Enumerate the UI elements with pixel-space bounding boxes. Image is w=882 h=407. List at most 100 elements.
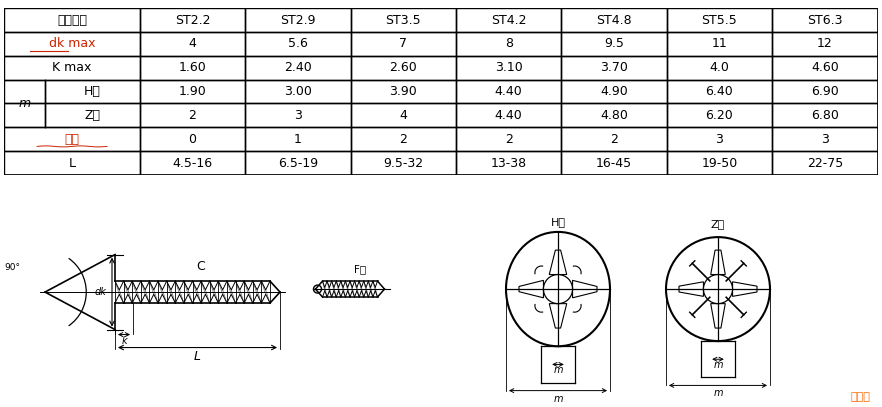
Text: m: m <box>714 388 722 398</box>
Text: 槽号: 槽号 <box>64 133 79 146</box>
Bar <box>667 127 772 151</box>
Text: 0: 0 <box>189 133 197 146</box>
Bar <box>245 80 350 103</box>
Text: ST2.2: ST2.2 <box>175 13 210 26</box>
Text: 6.40: 6.40 <box>706 85 733 98</box>
Text: 4: 4 <box>189 37 197 50</box>
Text: 6.80: 6.80 <box>811 109 839 122</box>
Bar <box>4 151 139 175</box>
Bar <box>139 151 245 175</box>
Bar <box>456 103 561 127</box>
Bar <box>350 151 456 175</box>
Text: 4.60: 4.60 <box>811 61 839 74</box>
Text: 3.10: 3.10 <box>495 61 522 74</box>
Bar <box>245 127 350 151</box>
Text: ST4.8: ST4.8 <box>596 13 632 26</box>
Text: 4.90: 4.90 <box>601 85 628 98</box>
Bar <box>350 127 456 151</box>
Text: H型: H型 <box>550 217 565 227</box>
Bar <box>561 127 667 151</box>
Text: 繁荣网: 繁荣网 <box>850 392 870 402</box>
Text: 4.40: 4.40 <box>495 85 522 98</box>
Bar <box>456 56 561 80</box>
Bar <box>245 103 350 127</box>
Bar <box>139 32 245 56</box>
Text: 3.90: 3.90 <box>389 85 417 98</box>
Text: ST2.9: ST2.9 <box>280 13 316 26</box>
Bar <box>772 103 878 127</box>
Bar <box>245 56 350 80</box>
Text: 3.00: 3.00 <box>284 85 312 98</box>
Text: 11: 11 <box>712 37 728 50</box>
Bar <box>772 8 878 32</box>
Text: L: L <box>69 157 76 170</box>
Text: 6.5-19: 6.5-19 <box>278 157 318 170</box>
Text: 5.6: 5.6 <box>288 37 308 50</box>
Bar <box>4 32 139 56</box>
Text: 9.5: 9.5 <box>604 37 624 50</box>
Text: F型: F型 <box>354 264 366 274</box>
Bar <box>4 80 139 103</box>
Bar <box>667 32 772 56</box>
Text: 2: 2 <box>189 109 197 122</box>
Text: dk: dk <box>94 287 106 297</box>
Bar <box>561 103 667 127</box>
Text: 4.80: 4.80 <box>600 109 628 122</box>
Text: 6.20: 6.20 <box>706 109 733 122</box>
Bar <box>139 56 245 80</box>
Bar <box>350 56 456 80</box>
Bar <box>139 103 245 127</box>
Text: 90°: 90° <box>4 263 20 272</box>
Bar <box>772 151 878 175</box>
Text: L: L <box>194 350 201 363</box>
Bar <box>139 8 245 32</box>
Bar <box>561 8 667 32</box>
Text: 4: 4 <box>400 109 407 122</box>
Text: K max: K max <box>52 61 92 74</box>
Text: 2: 2 <box>505 133 512 146</box>
Text: 12: 12 <box>817 37 833 50</box>
Bar <box>561 151 667 175</box>
Bar <box>667 8 772 32</box>
Text: dk max: dk max <box>49 37 95 50</box>
Bar <box>456 151 561 175</box>
Text: 1.60: 1.60 <box>178 61 206 74</box>
Text: m: m <box>553 365 563 375</box>
Bar <box>4 8 139 32</box>
Text: 4.5-16: 4.5-16 <box>172 157 213 170</box>
Bar <box>456 32 561 56</box>
Bar <box>350 32 456 56</box>
Text: ST6.3: ST6.3 <box>807 13 842 26</box>
Bar <box>667 103 772 127</box>
Bar <box>667 80 772 103</box>
Text: 3.70: 3.70 <box>600 61 628 74</box>
Bar <box>245 32 350 56</box>
Text: 4.40: 4.40 <box>495 109 522 122</box>
Bar <box>350 8 456 32</box>
Text: 4.0: 4.0 <box>709 61 729 74</box>
Text: H型: H型 <box>84 85 101 98</box>
Text: 8: 8 <box>505 37 512 50</box>
Text: 3: 3 <box>294 109 302 122</box>
Text: Z型: Z型 <box>711 219 725 229</box>
Text: m: m <box>714 360 722 370</box>
Text: 7: 7 <box>400 37 407 50</box>
Bar <box>561 56 667 80</box>
Bar <box>4 56 139 80</box>
Bar <box>139 127 245 151</box>
Text: 2: 2 <box>610 133 618 146</box>
Bar <box>667 56 772 80</box>
Text: ST3.5: ST3.5 <box>385 13 421 26</box>
Text: C: C <box>196 260 205 273</box>
Text: 16-45: 16-45 <box>596 157 632 170</box>
Bar <box>772 80 878 103</box>
Bar <box>456 80 561 103</box>
Bar <box>561 80 667 103</box>
Bar <box>350 103 456 127</box>
Bar <box>4 103 139 127</box>
Bar <box>245 151 350 175</box>
Text: 2.40: 2.40 <box>284 61 311 74</box>
Text: ST5.5: ST5.5 <box>701 13 737 26</box>
Bar <box>667 151 772 175</box>
Text: 2: 2 <box>400 133 407 146</box>
